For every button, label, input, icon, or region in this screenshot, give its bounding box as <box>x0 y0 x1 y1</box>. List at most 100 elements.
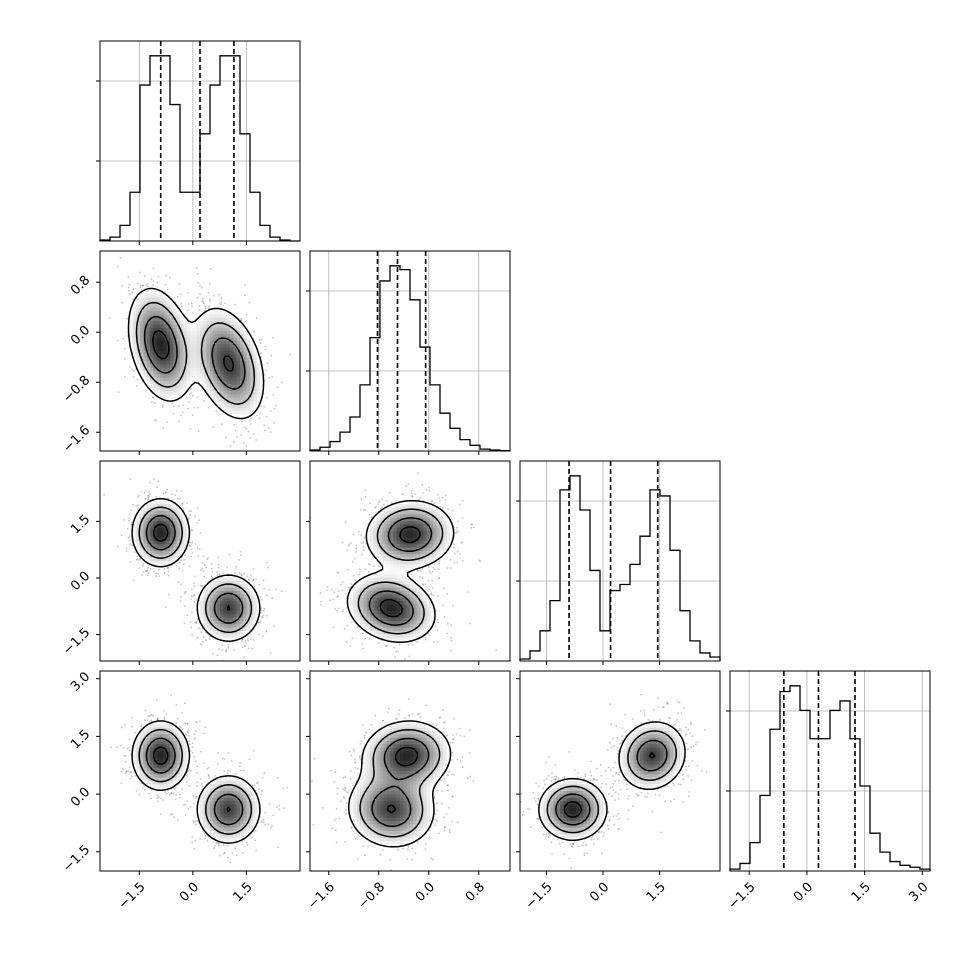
density-cell <box>236 321 241 325</box>
density-cell <box>140 541 144 545</box>
density-cell <box>136 541 141 545</box>
sample-point <box>108 317 111 319</box>
density-cell <box>223 374 227 378</box>
sample-point <box>201 299 203 302</box>
density-cell <box>246 401 251 405</box>
density-cell <box>256 371 261 375</box>
sample-point <box>126 550 128 552</box>
density-cell <box>183 377 187 382</box>
density-cell <box>160 347 164 352</box>
density-cell <box>170 394 174 398</box>
density-cell <box>230 581 234 585</box>
sample-point <box>341 541 344 544</box>
density-cell <box>143 367 147 372</box>
density-cell <box>240 351 244 355</box>
density-cell <box>206 377 211 382</box>
sample-point <box>193 582 195 585</box>
density-cell <box>150 364 154 368</box>
sample-point <box>257 621 260 624</box>
density-cell <box>133 304 137 308</box>
density-cell <box>150 384 154 388</box>
density-cell <box>256 357 261 362</box>
density-cell <box>233 614 237 618</box>
density-cell <box>243 354 247 358</box>
density-cell <box>153 341 157 345</box>
density-cell <box>216 397 221 402</box>
density-cell <box>233 627 237 632</box>
contour-level-0 <box>152 523 231 611</box>
density-cell <box>220 371 224 375</box>
sample-point <box>203 575 206 578</box>
sample-point <box>196 296 199 299</box>
density-cell <box>233 407 237 412</box>
sample-point <box>232 441 235 443</box>
density-cell <box>133 341 137 345</box>
density-cell <box>216 367 221 372</box>
density-cell <box>153 527 157 532</box>
density-cell <box>150 504 154 508</box>
sample-point <box>180 302 183 305</box>
sample-point <box>201 584 204 587</box>
density-cell <box>150 317 154 322</box>
density-cell <box>196 324 201 328</box>
density-cell <box>246 597 251 602</box>
sample-point <box>431 500 433 503</box>
sample-point <box>190 588 193 591</box>
density-cell <box>243 347 247 352</box>
density-cell <box>250 344 254 348</box>
density-cell <box>243 617 247 622</box>
sample-point <box>273 407 276 410</box>
sample-point <box>247 647 250 650</box>
sample-point <box>225 648 228 651</box>
sample-point <box>217 566 220 569</box>
density-cell <box>223 361 227 365</box>
density-cell <box>230 407 234 412</box>
density-cell <box>173 521 177 525</box>
density-cell <box>166 514 171 518</box>
sample-point <box>258 584 261 586</box>
sample-point <box>436 493 439 496</box>
sample-point <box>152 267 155 270</box>
density-cell <box>200 597 204 602</box>
density-cell <box>173 314 177 318</box>
sample-point <box>203 564 206 567</box>
sample-point <box>182 563 185 566</box>
density-cell <box>216 591 221 595</box>
density-cell <box>163 297 167 302</box>
density-cell <box>200 361 204 365</box>
sample-point <box>155 495 158 498</box>
density-cell <box>183 517 187 522</box>
density-cell <box>153 324 157 328</box>
density-cell <box>160 314 164 318</box>
sample-point <box>280 590 283 593</box>
sample-point <box>259 342 262 344</box>
density-cell <box>203 364 207 368</box>
density-cell <box>226 614 231 618</box>
sample-point <box>151 401 153 403</box>
density-cell <box>143 307 147 312</box>
density-cell <box>223 367 227 372</box>
density-cell <box>160 364 164 368</box>
density-cell <box>146 301 151 305</box>
density-cell <box>236 337 241 342</box>
density-cell <box>220 397 224 402</box>
density-cell <box>170 527 174 532</box>
density-cell <box>136 367 141 372</box>
density-cell <box>146 374 151 378</box>
sample-point <box>181 502 184 504</box>
density-cell <box>236 341 241 345</box>
density-cell <box>153 311 157 315</box>
density-cell <box>170 554 174 558</box>
density-cell <box>140 337 144 342</box>
density-cell <box>216 377 221 382</box>
density-cell <box>166 391 171 395</box>
density-cell <box>180 314 184 318</box>
density-cell <box>226 407 231 412</box>
density-cell <box>216 324 221 328</box>
density-cell <box>246 341 251 345</box>
density-cell <box>180 347 184 352</box>
density-cell <box>190 331 194 335</box>
density-cell <box>253 361 257 365</box>
sample-point <box>222 572 225 574</box>
density-cell <box>173 387 177 392</box>
